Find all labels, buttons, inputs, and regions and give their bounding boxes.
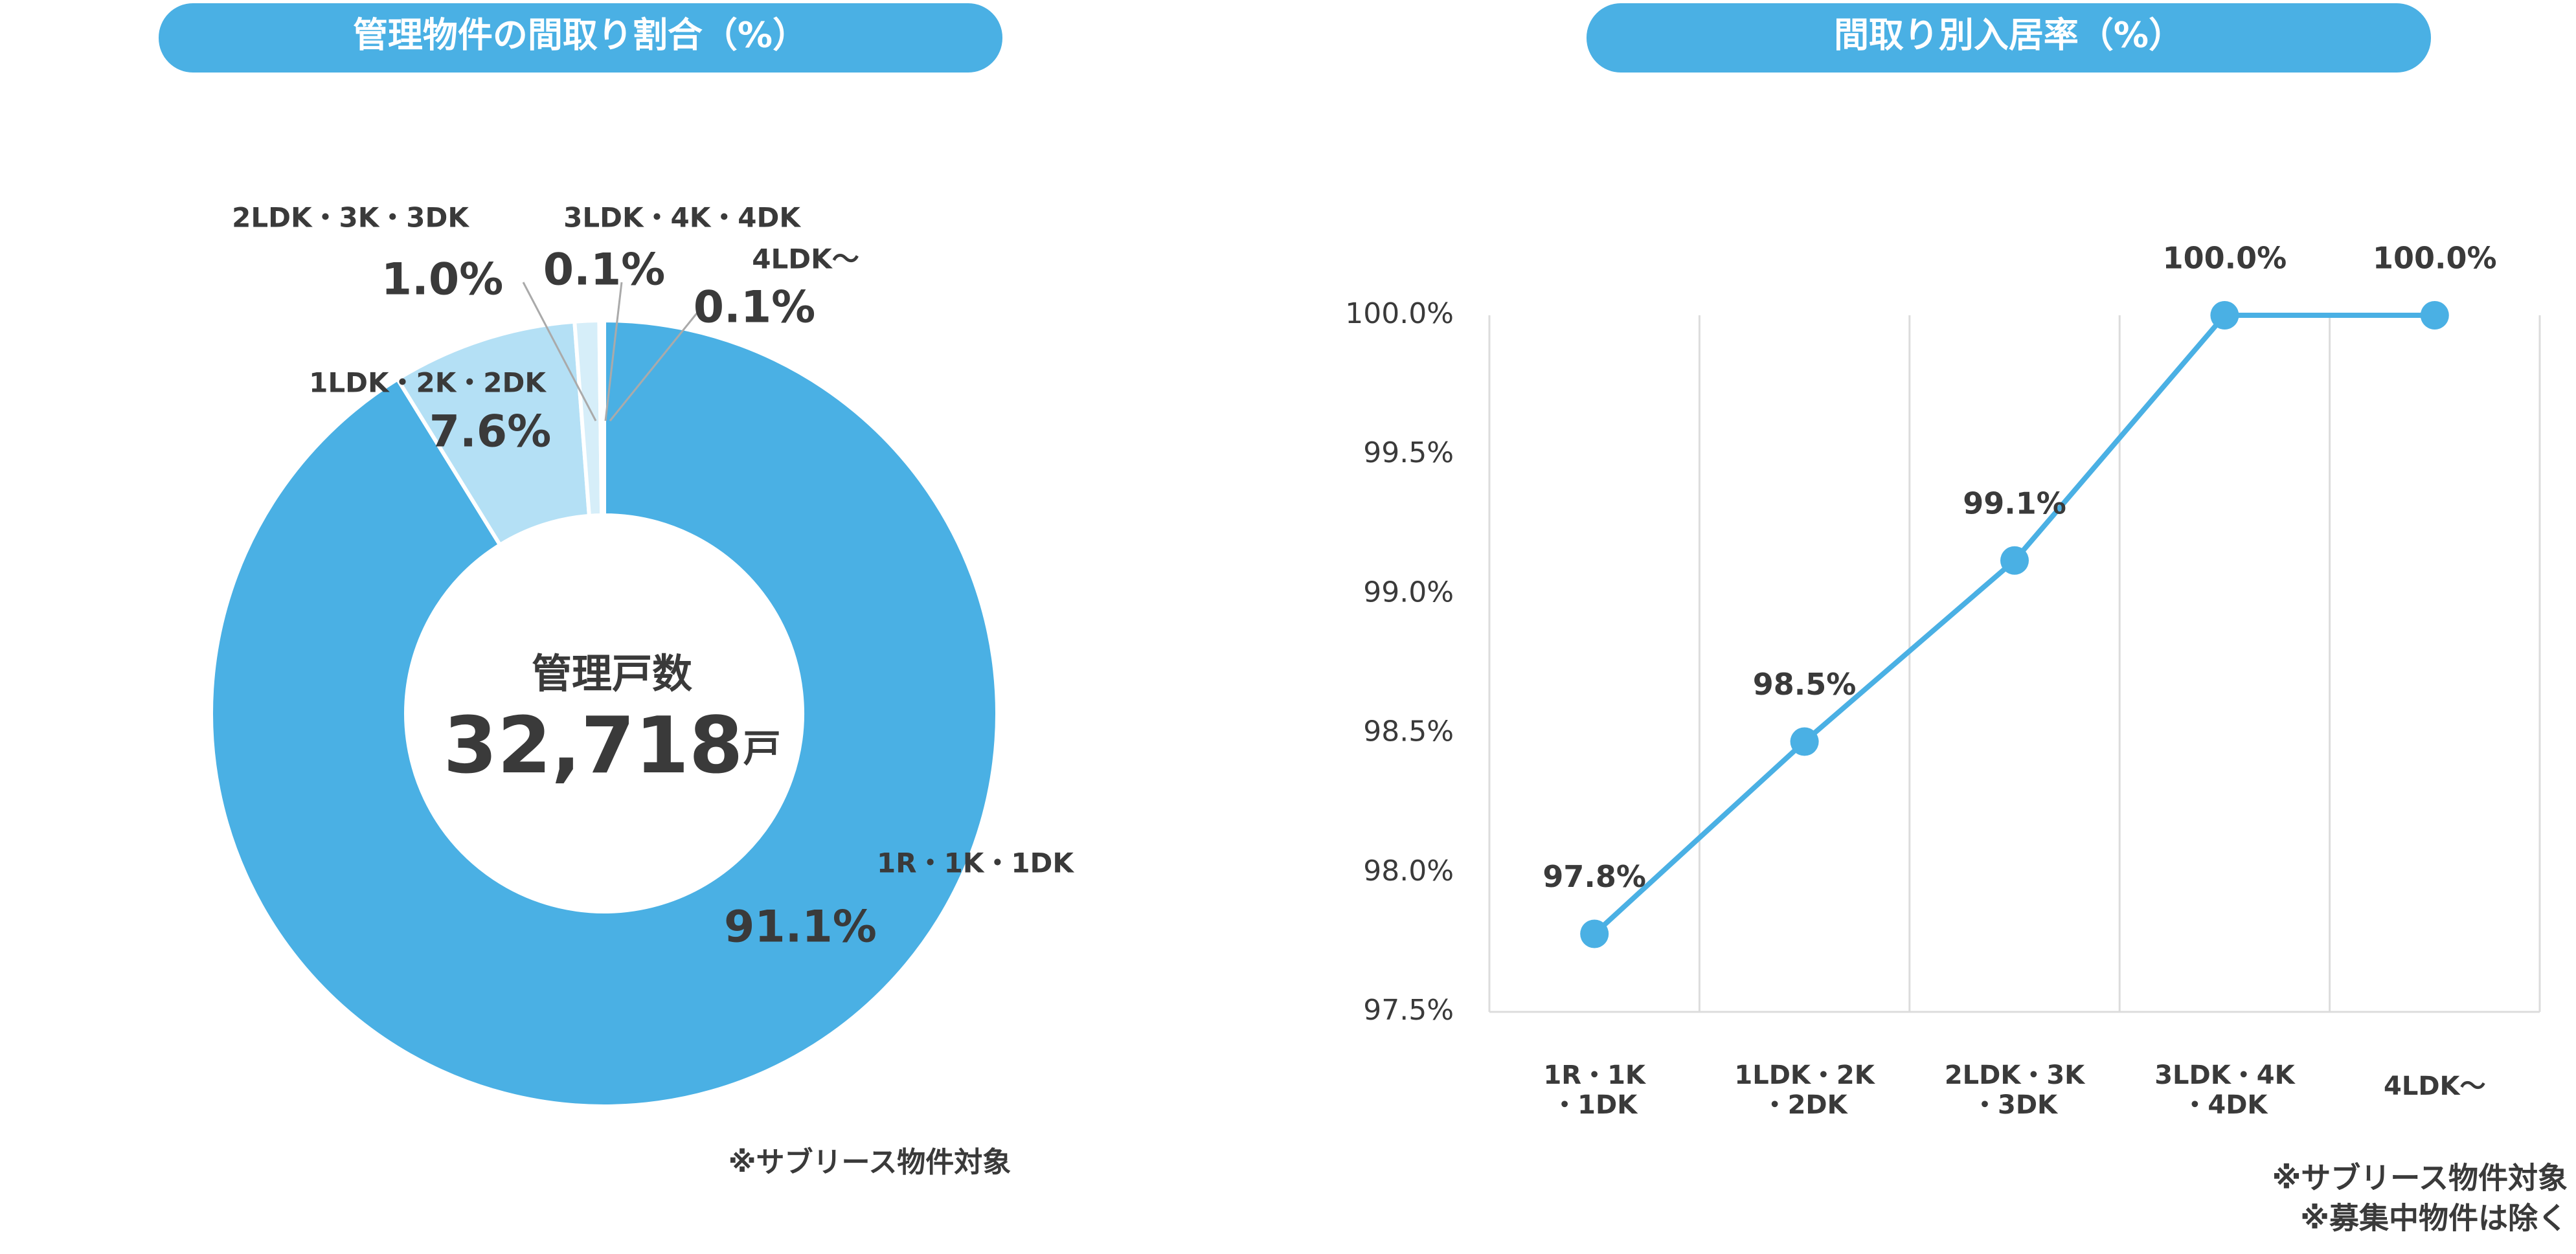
- center-label: 管理戸数: [532, 650, 692, 697]
- note: ※募集中物件は除く: [2300, 1201, 2568, 1236]
- slice-label: 2LDK・3K・3DK: [232, 202, 469, 234]
- line: [1592, 313, 2435, 936]
- value-label: 100.0%: [2163, 241, 2287, 276]
- slice-value: 7.6%: [429, 407, 552, 458]
- point: [1790, 727, 1819, 756]
- title-pill: [1587, 3, 2431, 73]
- y-tick-label: 98.0%: [1363, 855, 1454, 888]
- slice-label: 1LDK・2K・2DK: [309, 367, 547, 399]
- note: ※サブリース物件対象: [729, 1146, 1011, 1179]
- point: [2210, 301, 2239, 330]
- slice-value: 0.1%: [694, 282, 816, 333]
- title-pill: [159, 3, 1002, 73]
- slice-value: 1.0%: [381, 254, 504, 306]
- donut-slice: [600, 318, 606, 518]
- leader-line: [522, 282, 597, 421]
- y-tick-label: 99.5%: [1363, 436, 1454, 469]
- slice-value: 0.1%: [543, 245, 666, 296]
- value-label: 97.8%: [1542, 859, 1646, 894]
- x-tick-label: 1R・1K ・1DK: [1543, 1060, 1646, 1120]
- chart-title: 管理物件の間取り割合（%）: [353, 15, 808, 56]
- slice-value: 91.1%: [724, 902, 877, 953]
- y-tick-label: 97.5%: [1363, 994, 1454, 1027]
- slice-label: 4LDK〜: [752, 243, 859, 275]
- total-unit: 戸: [743, 726, 781, 770]
- value-label: 99.1%: [1963, 486, 2066, 521]
- note: ※サブリース物件対象: [2272, 1161, 2568, 1196]
- chart-title: 間取り別入居率（%）: [1834, 15, 2184, 56]
- x-tick-label: 3LDK・4K ・4DK: [2154, 1060, 2296, 1120]
- slice-label: 3LDK・4K・4DK: [563, 202, 801, 234]
- slice-label: 1R・1K・1DK: [877, 847, 1074, 879]
- y-tick-label: 98.5%: [1363, 715, 1454, 748]
- point: [2420, 301, 2449, 330]
- total-number: 32,718: [443, 701, 743, 791]
- leader-line: [604, 282, 623, 421]
- point: [1580, 919, 1609, 948]
- center-total: 32,718戸: [443, 701, 780, 791]
- donut-slice: [209, 318, 999, 1108]
- point: [2000, 546, 2029, 575]
- y-tick-label: 100.0%: [1345, 297, 1454, 330]
- x-tick-label: 4LDK〜: [2384, 1071, 2486, 1101]
- x-tick-label: 2LDK・3K ・3DK: [1945, 1060, 2086, 1120]
- leader-line: [609, 309, 701, 421]
- y-tick-label: 99.0%: [1363, 576, 1454, 609]
- value-label: 98.5%: [1753, 667, 1857, 702]
- value-label: 100.0%: [2373, 241, 2497, 276]
- x-tick-label: 1LDK・2K ・2DK: [1734, 1060, 1875, 1120]
